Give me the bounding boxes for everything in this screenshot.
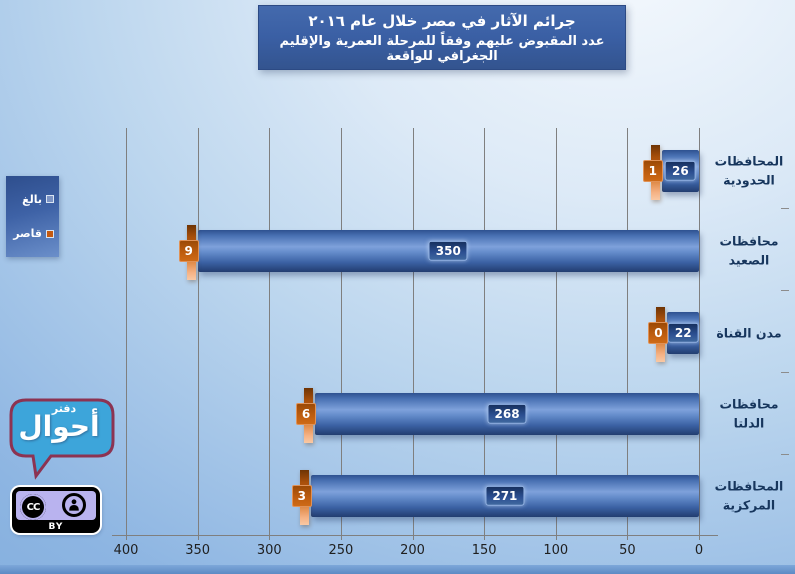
x-tick-label: 150 (471, 543, 497, 558)
logo-text-small: دفتر (51, 402, 77, 415)
grid-line (126, 128, 127, 535)
x-axis-tick (699, 535, 700, 540)
x-tick-label: 300 (256, 543, 282, 558)
minor-value-label: 0 (648, 322, 669, 344)
x-axis-tick (197, 535, 199, 540)
cc-logo-icon: CC (20, 494, 46, 520)
bar-value-label: 22 (667, 322, 699, 344)
grid-line (699, 128, 700, 535)
category-label: مدن القناة (716, 325, 782, 341)
x-axis-tick (126, 535, 127, 540)
grid-line (197, 128, 199, 535)
grid-line (269, 128, 271, 535)
bar-value-label: 350 (428, 240, 468, 262)
logo-text-main: أحوال (18, 410, 100, 443)
bar-value-label: 271 (485, 485, 525, 507)
x-axis-tick (484, 535, 486, 540)
speech-bubble-icon (9, 398, 115, 480)
daftar-ahwal-logo: دفتر أحوال (6, 396, 116, 482)
legend-marker-adult-icon (46, 195, 54, 204)
category-label: المحافظات الحدودية (714, 153, 784, 188)
x-tick-label: 200 (400, 543, 425, 558)
x-axis-tick (627, 535, 629, 540)
x-axis-tick (269, 535, 271, 540)
legend-label-adult: بالغ (22, 192, 42, 206)
grid-line (412, 128, 414, 535)
minor-value-label: 6 (296, 403, 317, 425)
category-axis-tick (781, 208, 789, 209)
bar-value-label: 26 (665, 160, 696, 182)
legend-label-minor: قاصر (13, 227, 42, 241)
attribution-person-icon (62, 493, 86, 517)
x-axis-tick (340, 535, 342, 540)
minor-value-label: 1 (642, 160, 663, 182)
category-label: محافظات الدلتا (719, 396, 779, 431)
x-tick-label: 100 (543, 543, 569, 558)
minor-value-label: 9 (178, 240, 199, 262)
grid-line (340, 128, 342, 535)
category-label: المحافظات المركزية (714, 478, 784, 513)
legend-item-minor: قاصر (11, 227, 54, 240)
cc-by-license-badge: CC BY (12, 487, 100, 533)
category-axis-tick (781, 372, 789, 373)
x-tick-label: 50 (619, 543, 636, 558)
x-tick-label: 0 (694, 543, 704, 558)
chart-title: جرائم الآثار في مصر خلال عام ٢٠١٦ (308, 11, 576, 30)
legend: بالغ قاصر (6, 176, 59, 257)
x-tick-label: 250 (328, 543, 354, 558)
grid-line (627, 128, 629, 535)
x-axis-tick (412, 535, 414, 540)
grid-line (484, 128, 486, 535)
minor-value-label: 3 (291, 485, 312, 507)
x-axis-line (112, 535, 718, 536)
legend-item-adult: بالغ (11, 193, 54, 206)
cc-by-label: BY (48, 522, 64, 532)
bottom-border-strip (0, 565, 795, 574)
x-tick-label: 350 (185, 543, 211, 558)
legend-marker-minor-icon (46, 229, 54, 238)
grid-line (555, 128, 557, 535)
bar-value-label: 268 (487, 403, 527, 425)
category-axis-tick (781, 290, 789, 291)
x-tick-label: 400 (113, 543, 139, 558)
chart-subtitle: عدد المقبوض عليهم وفقاً للمرحلة العمرية … (279, 33, 605, 64)
chart-title-box: جرائم الآثار في مصر خلال عام ٢٠١٦ عدد ال… (258, 5, 626, 70)
x-axis-tick (555, 535, 557, 540)
category-axis-tick (781, 454, 789, 455)
category-label: محافظات الصعيد (719, 233, 779, 268)
